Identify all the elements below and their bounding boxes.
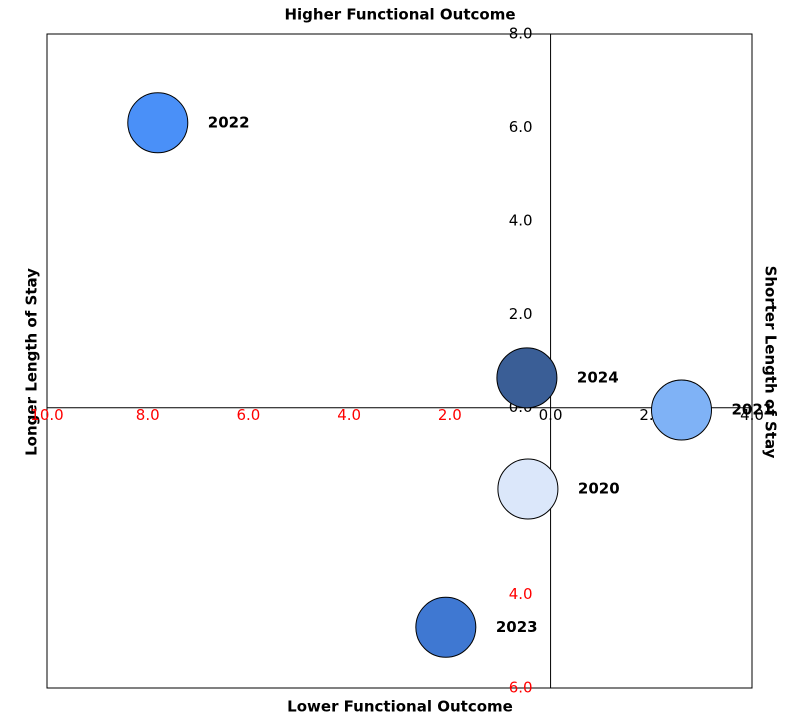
bubble (497, 458, 559, 520)
x-tick-label: 4.0 (740, 406, 764, 424)
bubble-label: 2022 (208, 113, 250, 131)
y-tick-label: 4.0 (509, 211, 533, 229)
bubble (651, 379, 712, 441)
x-tick-label: 6.0 (236, 406, 260, 424)
left-title: Longer Length of Stay (23, 268, 41, 456)
right-title: Shorter Length of Stay (762, 266, 780, 459)
y-tick-label: 8.0 (509, 25, 533, 43)
x-tick-label: 8.0 (136, 406, 160, 424)
bubble (496, 347, 558, 409)
bubble (127, 92, 189, 154)
bubble-label: 2023 (496, 618, 538, 636)
x-tick-label: 2.0 (438, 406, 462, 424)
bubble-label: 2020 (578, 479, 620, 497)
bubble-label: 2024 (577, 368, 619, 386)
x-tick-label: 10.0 (30, 406, 63, 424)
y-tick-label: 6.0 (509, 679, 533, 697)
top-title: Higher Functional Outcome (284, 6, 515, 24)
bottom-title: Lower Functional Outcome (287, 698, 513, 716)
plot-frame (46, 33, 753, 689)
bubble (415, 596, 477, 658)
x-tick-label: 0.0 (539, 406, 563, 424)
bubble-label: 2021 (732, 401, 774, 419)
y-tick-label: 6.0 (509, 118, 533, 136)
y-tick-label: 4.0 (509, 585, 533, 603)
y-tick-label: 2.0 (509, 305, 533, 323)
x-tick-label: 4.0 (337, 406, 361, 424)
